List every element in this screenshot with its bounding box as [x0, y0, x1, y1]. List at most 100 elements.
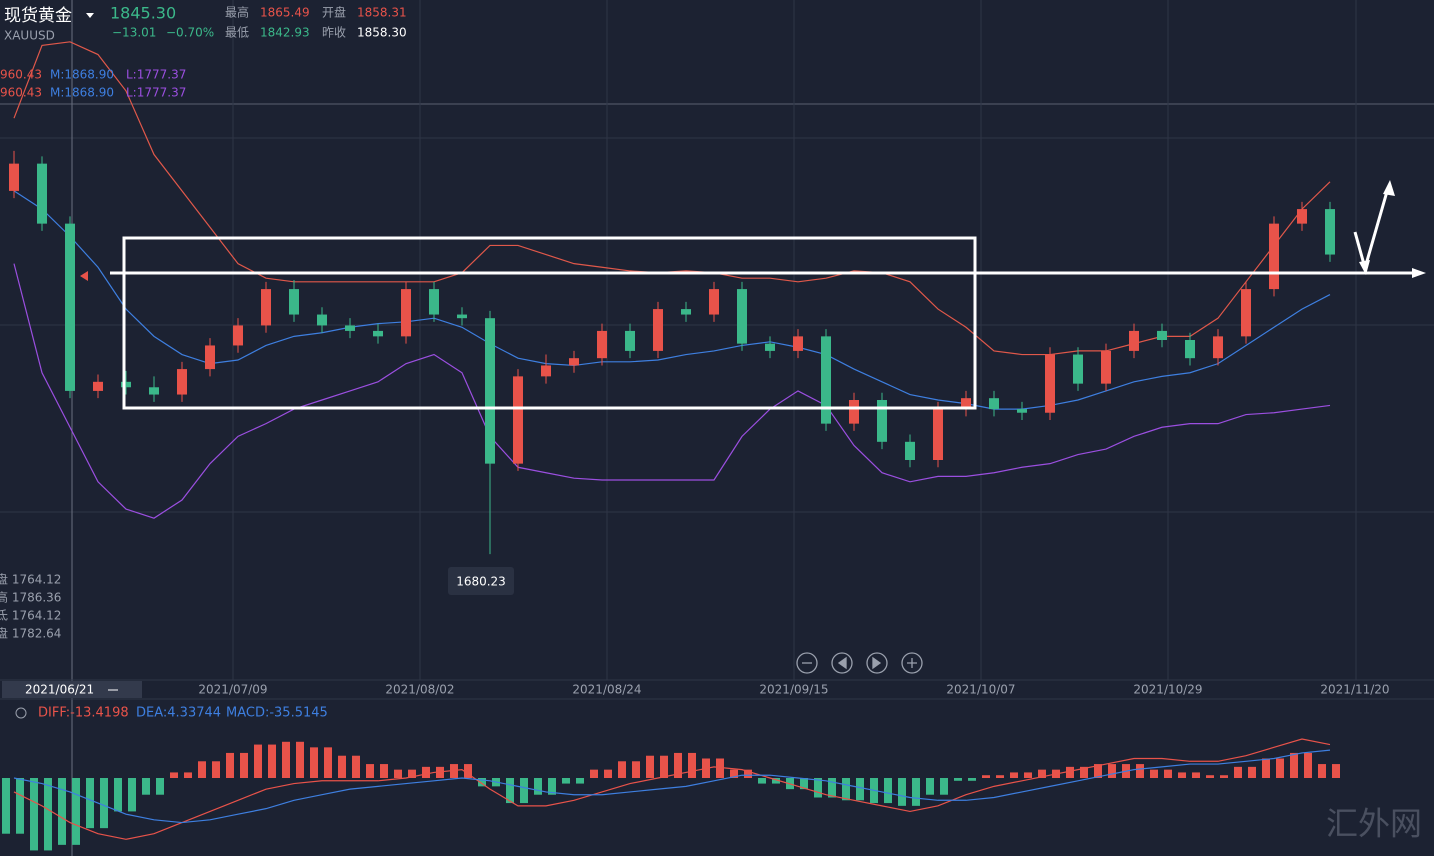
- macd-bar: [800, 778, 808, 790]
- macd-bar: [618, 761, 626, 778]
- candle-body: [37, 163, 47, 224]
- macd-bar: [30, 778, 38, 851]
- macd-bar: [1332, 764, 1340, 778]
- macd-bar: [1262, 758, 1270, 778]
- macd-bar: [1136, 764, 1144, 778]
- macd-bar: [590, 769, 598, 778]
- macd-bar: [142, 778, 150, 795]
- candle-body: [373, 330, 383, 337]
- macd-bar: [478, 778, 486, 787]
- marker: [80, 271, 88, 281]
- prev[interactable]: [831, 652, 853, 674]
- candle-body: [1185, 340, 1195, 359]
- dropdown[interactable]: [86, 13, 94, 18]
- info-line: 盘 1782.64: [0, 626, 61, 641]
- candle-body: [177, 369, 187, 395]
- value: 1858.30: [357, 26, 407, 40]
- watermark: 汇外网: [1326, 805, 1422, 843]
- icon: [907, 658, 917, 668]
- macd-bar: [856, 778, 864, 801]
- candle-body: [1045, 354, 1055, 413]
- value: 1858.31: [357, 6, 407, 20]
- range-box: [122, 236, 977, 410]
- candle-body: [821, 336, 831, 424]
- macd-bar: [660, 755, 668, 778]
- x-tick-label: 2021/10/07: [946, 683, 1015, 697]
- macd-bar: [254, 744, 262, 778]
- band-legend: 960.43 M:1868.90 L:1777.37 960.43 M:1868…: [0, 68, 186, 100]
- macd-legend: DIFF:-13.4198: [38, 706, 129, 721]
- crosshair-date: 2021/06/21: [25, 683, 94, 697]
- macd-bar: [1234, 766, 1242, 778]
- macd-bar: [240, 752, 248, 778]
- macd-bar: [352, 755, 360, 778]
- macd-bar: [576, 778, 584, 784]
- macd-bar: [268, 744, 276, 778]
- macd-bar: [100, 778, 108, 829]
- arrowhead: [1383, 180, 1395, 196]
- band-label: M:1868.90: [50, 68, 114, 82]
- line: [13, 738, 1331, 840]
- candle-body: [933, 409, 943, 460]
- zoom-in[interactable]: [901, 652, 923, 674]
- candle-body: [121, 381, 131, 388]
- macd-bar: [1024, 772, 1032, 778]
- candle-body: [149, 387, 159, 395]
- macd-bar: [884, 778, 892, 804]
- macd-bar: [156, 778, 164, 795]
- macd-legend: MACD:-35.5145: [226, 706, 328, 721]
- macd-bar: [2, 778, 10, 834]
- candle-body: [793, 336, 803, 351]
- macd-bar: [1304, 752, 1312, 778]
- macd-bar: [184, 772, 192, 778]
- candle-body: [1101, 350, 1111, 384]
- macd-bar: [310, 747, 318, 778]
- macd-bar: [44, 778, 52, 851]
- candle-body: [1269, 223, 1279, 290]
- macd-bar: [1220, 775, 1228, 778]
- candle-body: [1213, 336, 1223, 359]
- macd-bar: [562, 778, 570, 784]
- macd-bar: [394, 769, 402, 778]
- macd-bar: [688, 752, 696, 778]
- candle-body: [429, 289, 439, 315]
- macd-bar: [716, 758, 724, 778]
- price: 1845.30: [110, 4, 176, 23]
- next[interactable]: [866, 652, 888, 674]
- info: 盘 1764.12 高 1786.36 氐 1764.12 盘 1782.64: [0, 572, 61, 641]
- label: 昨收: [322, 26, 346, 40]
- band-label: 960.43: [0, 68, 42, 82]
- info-line: 高 1786.36: [0, 590, 61, 605]
- band-label: L:1777.37: [126, 86, 186, 100]
- macd-bar: [58, 778, 66, 845]
- macd-bar: [828, 778, 836, 798]
- macd-bar: [212, 761, 220, 778]
- zoom-out[interactable]: [796, 652, 818, 674]
- macd-bar: [1290, 752, 1298, 778]
- macd-bar: [534, 778, 542, 795]
- macd-bar: [982, 775, 990, 778]
- macd-bar: [1318, 764, 1326, 778]
- macd-bar: [1010, 772, 1018, 778]
- macd-bar: [170, 772, 178, 778]
- candle-body: [709, 289, 719, 315]
- x-tick-label: 2021/08/24: [572, 683, 641, 697]
- band-label: M:1868.90: [50, 86, 114, 100]
- low-tag: [448, 567, 514, 595]
- macd-bar: [1276, 758, 1284, 778]
- arrowhead: [1359, 260, 1370, 275]
- macd-bar: [968, 778, 976, 781]
- candle-body: [541, 365, 551, 377]
- candle-body: [1241, 289, 1251, 337]
- arrowhead: [1412, 268, 1426, 278]
- macd-bar: [1192, 772, 1200, 778]
- macd-bar: [646, 755, 654, 778]
- candle-body: [849, 400, 859, 424]
- icon: [872, 656, 882, 670]
- candle-body: [625, 330, 635, 351]
- settings[interactable]: [15, 707, 27, 719]
- macd-bar: [954, 778, 962, 781]
- info-line: 盘 1764.12: [0, 572, 61, 587]
- macd-bar: [604, 769, 612, 778]
